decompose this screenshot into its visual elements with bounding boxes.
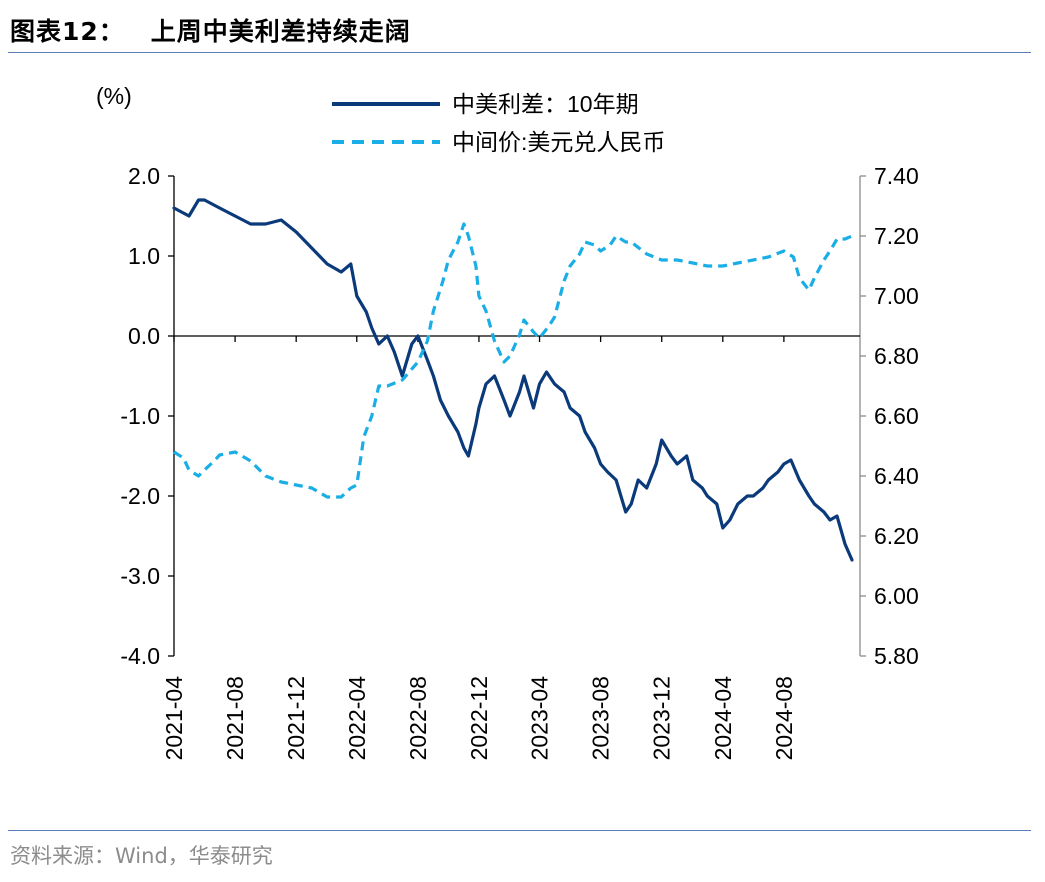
x-axis-tick-label: 2021-12: [283, 676, 309, 760]
legend-label: 中间价:美元兑人民币: [452, 129, 665, 155]
axes: 2.0 1.0 0.0 -1.0 -2.0 -3.0 -4.0 (%) 7.40 7.20 7.00…: [96, 83, 919, 760]
right-axis-tick-label: 6.20: [874, 523, 919, 549]
x-axis-tick-label: 2021-08: [222, 676, 248, 760]
title-rule: [8, 52, 1031, 53]
left-axis-tick-label: -4.0: [120, 643, 160, 669]
left-axis-tick-label: -2.0: [120, 483, 160, 509]
left-axis-tick-label: 1.0: [128, 243, 160, 269]
x-axis-tick-label: 2021-04: [161, 676, 187, 761]
right-axis-tick-label: 6.60: [874, 403, 919, 429]
right-axis-tick-label: 7.00: [874, 283, 919, 309]
source-rule: [8, 830, 1031, 831]
figure-title: 图表12： 上周中美利差持续走阔: [10, 12, 411, 48]
x-axis-tick-label: 2022-08: [405, 676, 431, 760]
chart: 2.0 1.0 0.0 -1.0 -2.0 -3.0 -4.0 (%) 7.40 7.20 7.00…: [96, 83, 919, 760]
right-axis-tick-label: 7.40: [874, 163, 919, 189]
x-axis-tick-label: 2024-08: [771, 676, 797, 760]
series-line-spread: [172, 198, 854, 562]
left-axis-tick-label: 2.0: [128, 163, 160, 189]
right-axis-tick-label: 6.80: [874, 343, 919, 369]
right-axis-tick-label: 6.40: [874, 463, 919, 489]
series-line-usdcny: [173, 222, 853, 499]
legend-label: 中美利差：10年期: [452, 91, 639, 117]
right-axis-tick-label: 7.20: [874, 223, 919, 249]
left-axis-tick-label: -1.0: [120, 403, 160, 429]
source-note: 资料来源：Wind，华泰研究: [10, 844, 273, 868]
x-axis-tick-label: 2023-12: [649, 676, 675, 760]
x-axis-tick-label: 2022-12: [466, 676, 492, 760]
figure-title-text: 上周中美利差持续走阔: [150, 17, 411, 46]
x-axis-tick-label: 2024-04: [710, 676, 736, 761]
left-axis-unit: (%): [96, 83, 132, 109]
x-axis-tick-label: 2023-08: [588, 676, 614, 760]
right-axis-tick-label: 5.80: [874, 643, 919, 669]
right-axis-tick-label: 6.00: [874, 583, 919, 609]
x-axis-tick-label: 2022-04: [344, 676, 370, 761]
figure-number: 图表12：: [10, 17, 125, 46]
series-layer: [172, 198, 854, 562]
x-axis-tick-label: 2023-04: [527, 676, 553, 761]
left-axis-tick-label: -3.0: [120, 563, 160, 589]
left-axis-tick-label: 0.0: [128, 323, 160, 349]
